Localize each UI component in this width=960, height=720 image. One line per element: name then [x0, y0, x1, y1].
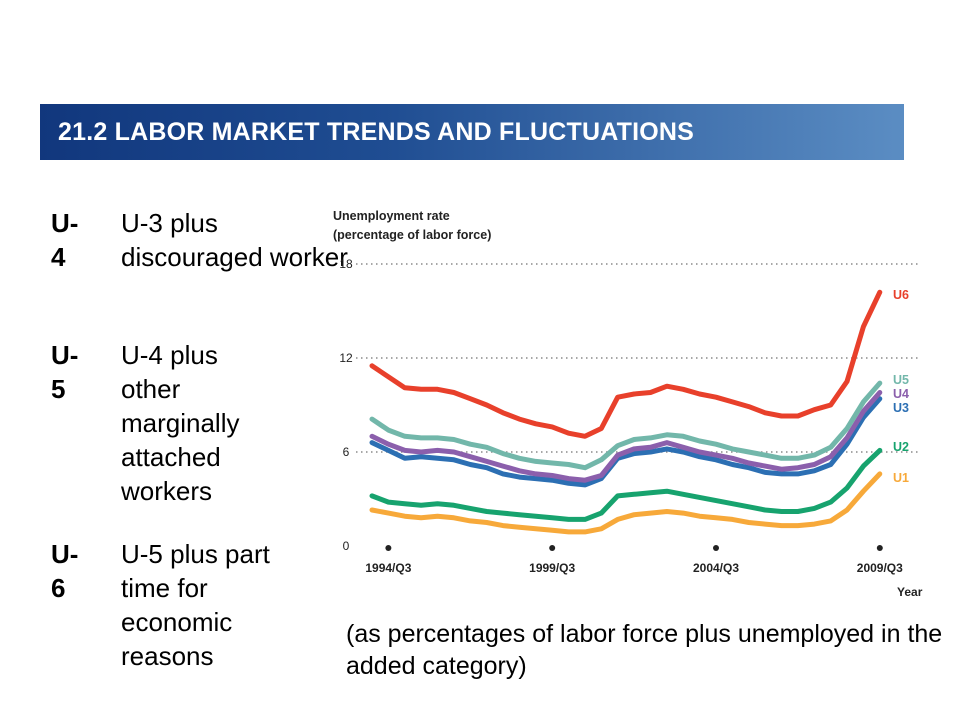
definition-code: U-5 [51, 340, 79, 404]
series-label-u5: U5 [893, 373, 909, 387]
series-line-u5 [369, 380, 883, 471]
x-tick-label: 1999/Q3 [529, 561, 575, 575]
y-axis-title-line1: Unemployment rate [333, 209, 450, 223]
x-tick-marker [549, 545, 556, 551]
definition-text: U-4 plus other marginally attached worke… [121, 340, 240, 506]
series-label-u4: U4 [893, 387, 909, 401]
y-tick-label: 12 [339, 351, 353, 365]
series-label-u6: U6 [893, 288, 909, 302]
series-label-u2: U2 [893, 440, 909, 454]
x-tick-label: 1994/Q3 [365, 561, 411, 575]
definition-code: U-4 [51, 208, 79, 272]
series-line-u3 [369, 396, 883, 488]
series-label-u1: U1 [893, 471, 909, 485]
definition-text: U-3 plus discouraged worker [121, 208, 348, 272]
x-tick-label: 2009/Q3 [857, 561, 903, 575]
series-line-u4 [369, 390, 883, 483]
chart-labels: Unemployment rate (percentage of labor fo… [333, 209, 923, 599]
chart-caption: (as percentages of labor force plus unem… [346, 620, 943, 680]
title-banner: 21.2 LABOR MARKET TRENDS AND FLUCTUATION… [40, 104, 904, 160]
series-line-u2 [369, 447, 883, 522]
y-tick-label: 0 [343, 539, 350, 553]
series-line-u1 [369, 471, 883, 535]
x-axis-title: Year [897, 585, 923, 599]
definition-text: U-5 plus part time for economic reasons [121, 539, 270, 671]
y-tick-label: 18 [339, 257, 353, 271]
page-title: 21.2 LABOR MARKET TRENDS AND FLUCTUATION… [58, 117, 694, 146]
x-tick-marker [385, 545, 392, 551]
definition-code: U-6 [51, 539, 79, 603]
chart-lines [369, 289, 883, 535]
chart-grid [356, 263, 920, 551]
y-axis-title-line2: (percentage of labor force) [333, 228, 491, 242]
x-tick-label: 2004/Q3 [693, 561, 739, 575]
y-tick-label: 6 [343, 445, 350, 459]
series-label-u3: U3 [893, 401, 909, 415]
x-tick-marker [876, 545, 883, 551]
x-tick-marker [713, 545, 719, 551]
series-line-u6 [369, 289, 883, 439]
